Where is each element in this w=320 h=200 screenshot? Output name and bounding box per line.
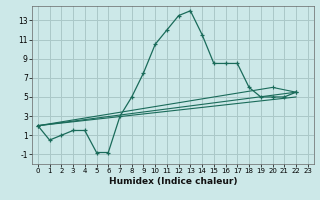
X-axis label: Humidex (Indice chaleur): Humidex (Indice chaleur) bbox=[108, 177, 237, 186]
